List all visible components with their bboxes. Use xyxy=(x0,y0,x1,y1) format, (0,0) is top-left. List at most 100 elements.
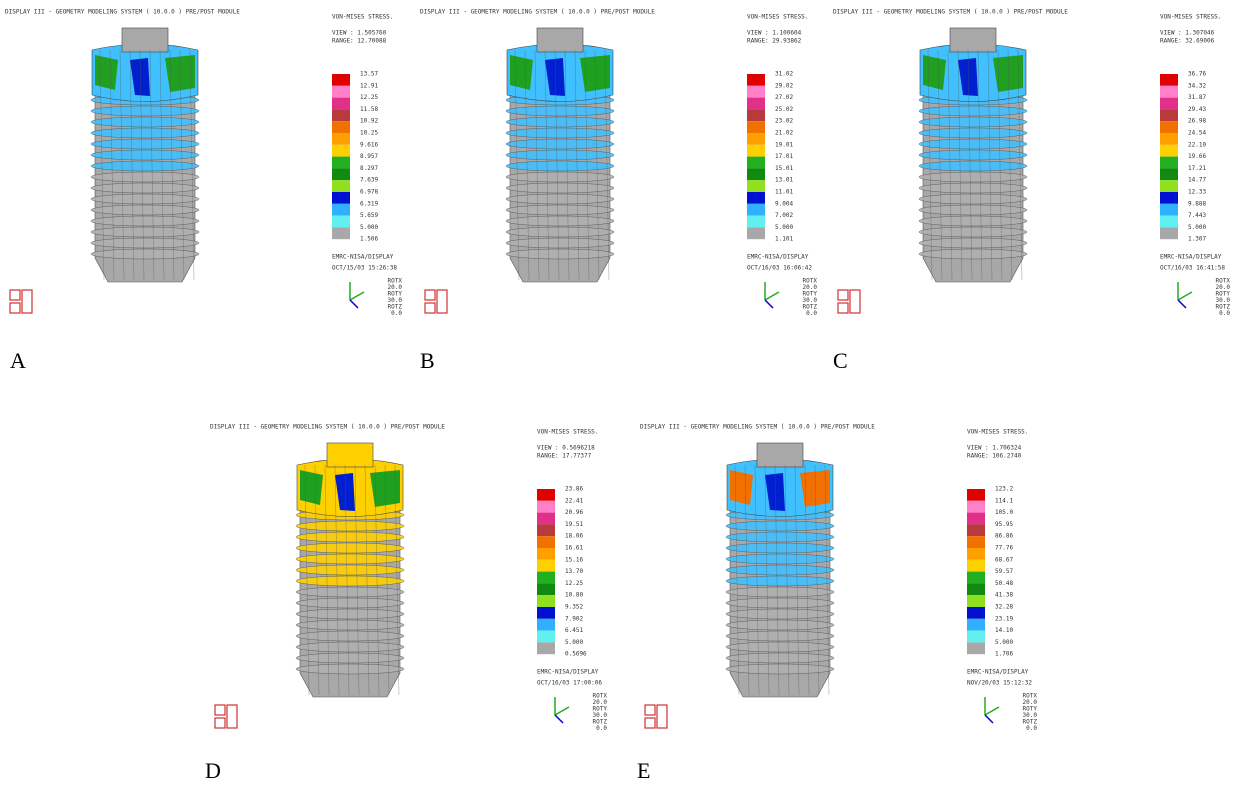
legend-swatch xyxy=(332,86,350,98)
head-patch xyxy=(730,470,753,505)
legend-swatch xyxy=(747,74,765,86)
legend-label: 14.10 xyxy=(995,627,1013,634)
thread xyxy=(91,128,199,138)
legend-label: 1.506 xyxy=(360,236,378,243)
axis-z xyxy=(555,715,563,723)
rotation-text: 0.0 xyxy=(1219,310,1230,317)
legend-label: 41.38 xyxy=(995,592,1013,599)
legend-swatch xyxy=(967,548,985,560)
legend-swatch xyxy=(537,572,555,584)
legend-swatch xyxy=(967,607,985,619)
panel-header: DISPLAY III - GEOMETRY MODELING SYSTEM (… xyxy=(420,9,655,16)
legend-swatch xyxy=(537,619,555,631)
axis-x xyxy=(555,707,569,715)
panel-header: DISPLAY III - GEOMETRY MODELING SYSTEM (… xyxy=(210,424,445,431)
legend-label: 68.67 xyxy=(995,556,1013,563)
legend-label: 17.01 xyxy=(775,153,793,160)
date: NOV/20/03 15:12:32 xyxy=(967,680,1032,687)
thread xyxy=(91,161,199,171)
panel: DISPLAY III - GEOMETRY MODELING SYSTEM (… xyxy=(640,424,1037,733)
thread xyxy=(919,183,1027,193)
implant xyxy=(296,443,404,697)
legend-swatch xyxy=(1160,133,1178,145)
thread xyxy=(296,565,404,575)
thread xyxy=(296,664,404,674)
legend-swatch xyxy=(747,98,765,110)
legend-swatch xyxy=(967,595,985,607)
legend-label: 32.28 xyxy=(995,604,1013,611)
legend-swatch xyxy=(967,560,985,572)
legend-label: 114.1 xyxy=(995,497,1013,504)
legend-label: 19.66 xyxy=(1188,153,1206,160)
logo xyxy=(22,290,32,313)
thread xyxy=(726,532,834,542)
thread xyxy=(919,106,1027,116)
legend-label: 22.41 xyxy=(565,497,583,504)
axis-z xyxy=(765,300,773,308)
footer: EMRC-NISA/DISPLAY xyxy=(967,669,1029,676)
panel-label: D xyxy=(205,758,221,783)
plot-title: VON-MISES STRESS. xyxy=(967,429,1028,436)
legend-swatch xyxy=(1160,192,1178,204)
thread xyxy=(91,150,199,160)
thread xyxy=(296,543,404,553)
legend-label: 18.06 xyxy=(565,533,583,540)
figure: DISPLAY III - GEOMETRY MODELING SYSTEM (… xyxy=(0,0,1233,787)
panel-label: C xyxy=(833,348,848,373)
legend-label: 7.639 xyxy=(360,177,378,184)
panel-label: B xyxy=(420,348,435,373)
thread xyxy=(726,587,834,597)
legend-swatch xyxy=(537,631,555,643)
legend-swatch xyxy=(747,157,765,169)
legend-label: 95.95 xyxy=(995,521,1013,528)
thread xyxy=(726,576,834,586)
legend-label: 6.319 xyxy=(360,200,378,207)
thread xyxy=(91,106,199,116)
legend-swatch xyxy=(967,524,985,536)
range-text: RANGE: 32.69006 xyxy=(1160,38,1215,45)
range-text: RANGE: 17.77377 xyxy=(537,453,592,460)
legend-label: 19.51 xyxy=(565,521,583,528)
panel: DISPLAY III - GEOMETRY MODELING SYSTEM (… xyxy=(833,9,1230,318)
thread xyxy=(726,565,834,575)
legend-swatch xyxy=(332,168,350,180)
rotation-text: 0.0 xyxy=(1026,725,1037,732)
legend-label: 105.0 xyxy=(995,509,1013,516)
thread xyxy=(91,139,199,149)
thread xyxy=(91,117,199,127)
legend-swatch xyxy=(332,145,350,157)
legend-label: 24.54 xyxy=(1188,130,1206,137)
logo xyxy=(10,303,20,313)
view-text: VIEW : 1.706324 xyxy=(967,445,1022,452)
view-text: VIEW : 1.505760 xyxy=(332,30,387,37)
legend-label: 9.888 xyxy=(1188,200,1206,207)
date: OCT/15/03 15:26:38 xyxy=(332,265,397,272)
panel-header: DISPLAY III - GEOMETRY MODELING SYSTEM (… xyxy=(5,9,240,16)
thread xyxy=(296,642,404,652)
logo xyxy=(215,718,225,728)
legend-label: 5.000 xyxy=(565,639,583,646)
axis-x xyxy=(350,292,364,300)
thread xyxy=(919,150,1027,160)
implant xyxy=(919,28,1027,282)
legend-swatch xyxy=(537,583,555,595)
legend-swatch xyxy=(537,513,555,525)
legend-swatch xyxy=(1160,109,1178,121)
range-text: RANGE: 12.70088 xyxy=(332,38,387,45)
logo xyxy=(645,718,655,728)
legend-label: 12.25 xyxy=(360,94,378,101)
logo xyxy=(838,290,848,300)
legend-label: 27.02 xyxy=(775,94,793,101)
legend-swatch xyxy=(1160,227,1178,239)
legend-label: 1.307 xyxy=(1188,236,1206,243)
legend-swatch xyxy=(332,157,350,169)
plot-title: VON-MISES STRESS. xyxy=(332,14,393,21)
legend-label: 8.957 xyxy=(360,153,378,160)
thread xyxy=(919,227,1027,237)
thread xyxy=(919,139,1027,149)
thread xyxy=(726,642,834,652)
legend-label: 0.5696 xyxy=(565,651,587,658)
thread xyxy=(506,161,614,171)
view-text: VIEW : 1.307046 xyxy=(1160,30,1215,37)
legend-swatch xyxy=(1160,216,1178,228)
